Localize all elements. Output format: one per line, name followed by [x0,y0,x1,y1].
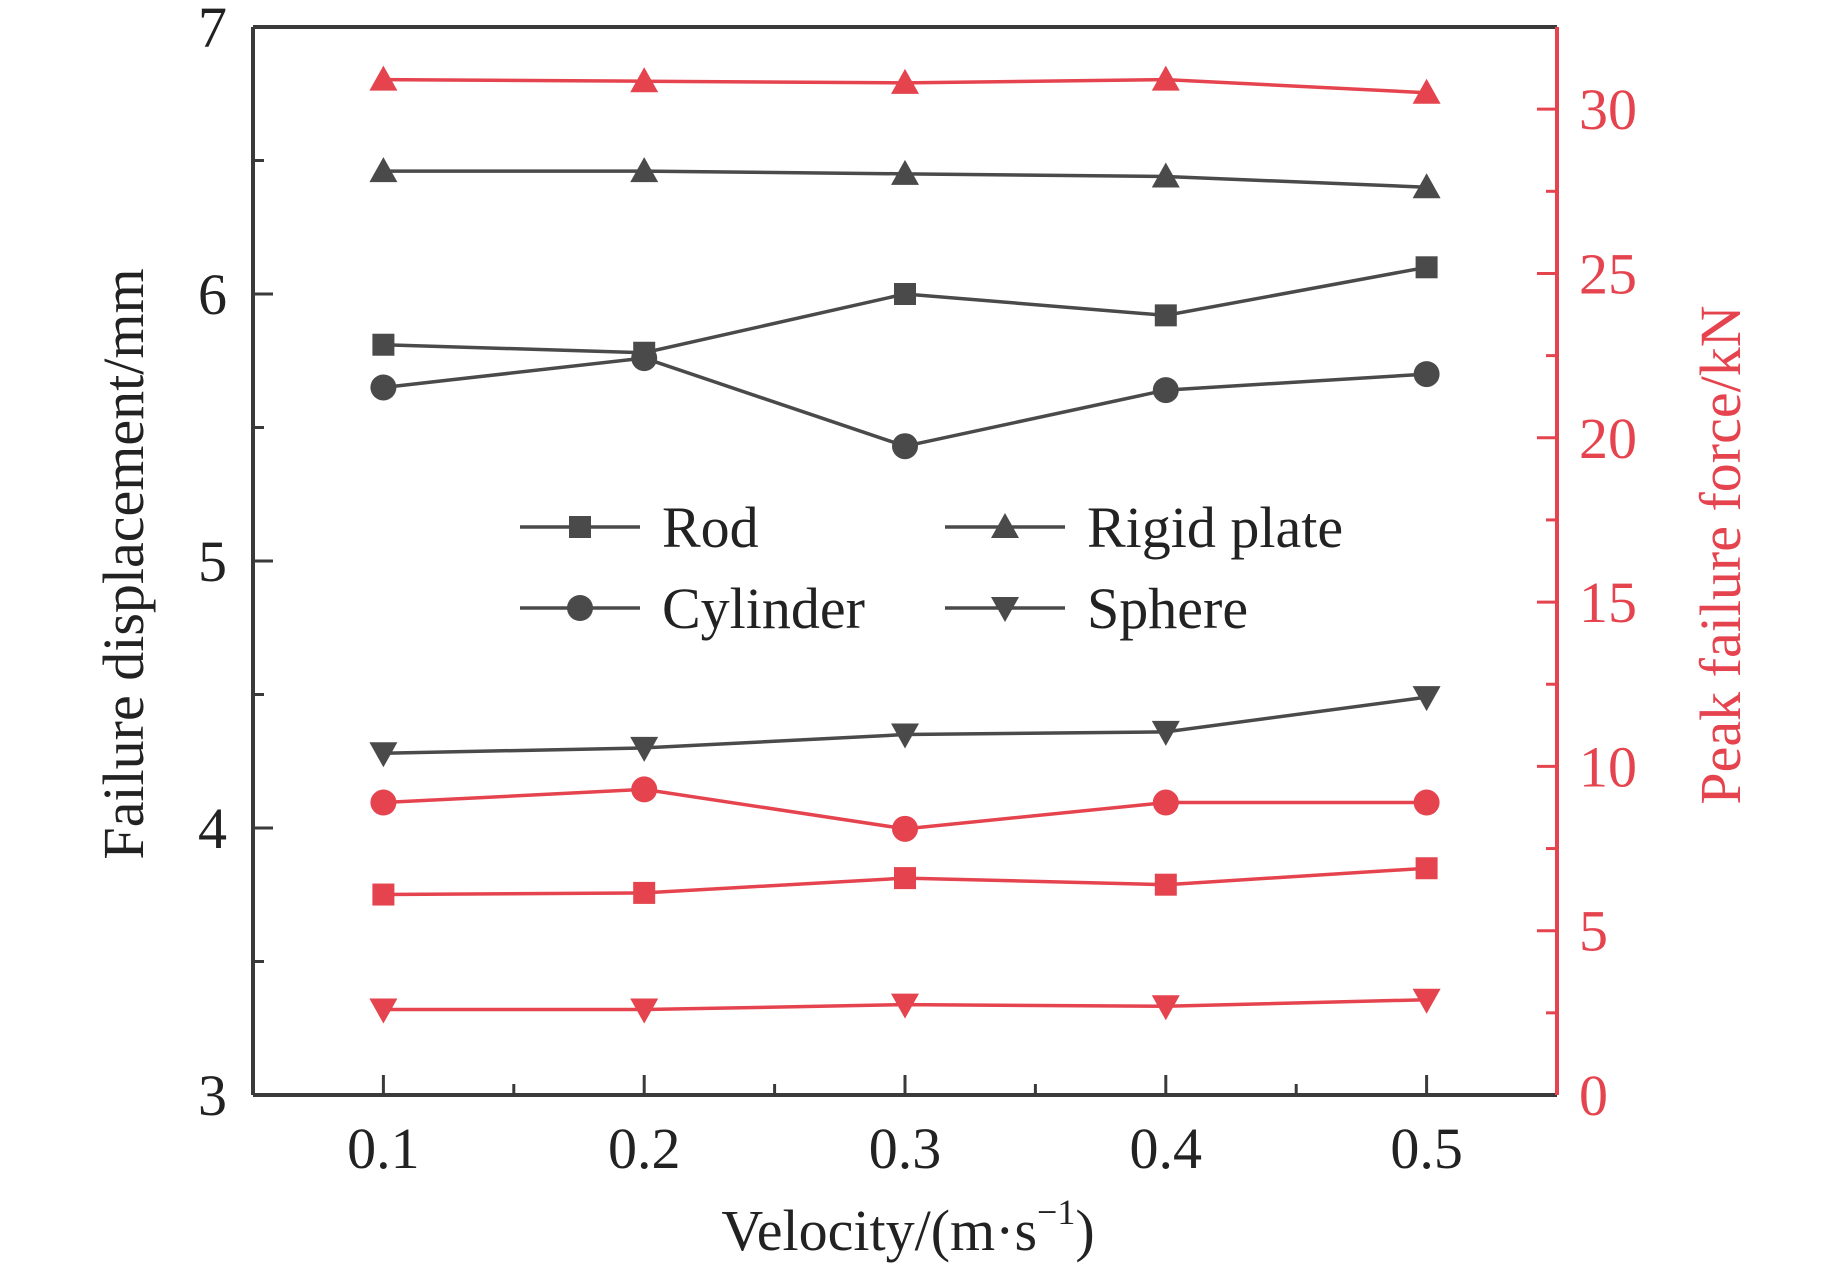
rod-displacement-point [372,333,395,356]
sphere-force-point [369,998,398,1024]
x-axis-label: Velocity/(m·s−1) [721,1192,1094,1263]
rod-displacement-line [383,265,1427,355]
sphere-displacement-point [891,723,919,749]
y-right-tick-label: 10 [1579,734,1637,799]
rigid-plate-displacement-point [1151,162,1180,188]
plot-frame [251,25,1559,1097]
cylinder-displacement-point [370,374,397,401]
y-right-tick-label: 0 [1579,1063,1608,1128]
y-axis-left-label: Failure displacement/mm [91,268,156,859]
y-axis-right-label: Peak failure force/kN [1688,305,1753,804]
rigid-plate-displacement-point [1412,173,1441,199]
rod-displacement-point [1154,304,1177,327]
y-left-tick-label: 5 [198,529,227,594]
cylinder-displacement-point [892,433,918,460]
rigid-plate-force-point [891,68,919,94]
legend: Rod Rigid plate Cylinder Sphere [520,495,1343,641]
rigid-plate-displacement-point [369,157,398,183]
y-right-tick-label: 20 [1579,406,1637,471]
x-tick-label: 0.3 [869,1116,942,1181]
sphere-force-point [630,998,659,1024]
rod-displacement-point [1415,256,1438,279]
cylinder-force-point [1413,789,1440,816]
x-tick-label: 0.5 [1390,1116,1463,1181]
tick-labels-layer: 0.1 0.2 0.3 0.4 0.5 3 4 5 6 7 0 5 10 15 20 25 30 [198,0,1637,1181]
sphere-displacement-point [369,742,398,768]
rod-force-point [372,883,395,906]
cylinder-force-point [631,776,658,803]
legend-sphere-marker [991,597,1019,622]
x-axis-label-close: ) [1075,1198,1094,1263]
legend-rod-label: Rod [662,495,759,560]
y-right-tick-label: 5 [1579,899,1608,964]
x-tick-label: 0.1 [347,1116,420,1181]
cylinder-displacement-point [1413,361,1440,388]
rod-force-point [633,881,656,904]
y-left-tick-label: 3 [198,1063,227,1128]
rigid-plate-displacement-point [630,157,659,183]
y-left-tick-label: 6 [198,262,227,327]
y-right-tick-label: 30 [1579,77,1637,142]
sphere-force-point [1412,988,1441,1014]
legend-cylinder-marker [567,595,593,621]
cylinder-force-point [892,815,918,842]
series-layer [369,65,1441,1024]
x-axis-label-sup: −1 [1037,1192,1075,1232]
rigid-plate-force-point [1412,78,1441,104]
legend-cylinder-label: Cylinder [662,576,865,641]
legend-rigid-plate-marker [991,513,1019,538]
y-right-tick-label: 15 [1579,570,1637,635]
rigid-plate-force-point [369,65,398,91]
y-right-tick-label: 25 [1579,241,1637,306]
sphere-displacement-point [630,736,659,762]
rigid-plate-force-point [1151,65,1180,91]
x-axis-label-main: Velocity/(m·s [721,1198,1037,1263]
sphere-displacement-point [1151,720,1180,746]
rigid-plate-displacement-point [891,159,919,185]
x-tick-label: 0.2 [608,1116,681,1181]
cylinder-displacement-point [631,345,658,372]
sphere-force-point [891,993,919,1019]
legend-rigid-plate-label: Rigid plate [1087,495,1343,560]
rod-force-point [1154,873,1177,896]
cylinder-force-point [370,789,397,816]
rod-displacement-point [894,283,916,305]
ticks-layer [251,25,1559,1097]
rigid-plate-force-point [630,67,659,93]
rod-force-point [1415,857,1438,880]
y-left-tick-label: 4 [198,796,227,861]
rod-force-point [894,867,916,890]
legend-rod-marker [569,516,591,538]
sphere-force-point [1151,995,1180,1021]
legend-sphere-label: Sphere [1087,576,1248,641]
y-left-tick-label: 7 [198,0,227,60]
cylinder-displacement-line [383,356,1427,449]
cylinder-displacement-point [1152,377,1179,404]
sphere-displacement-point [1412,686,1441,712]
x-tick-label: 0.4 [1130,1116,1203,1181]
cylinder-force-point [1152,789,1179,816]
